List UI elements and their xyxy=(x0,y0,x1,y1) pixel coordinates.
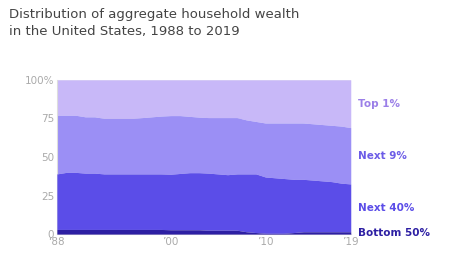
Text: Next 9%: Next 9% xyxy=(358,151,407,161)
Text: Bottom 50%: Bottom 50% xyxy=(358,228,430,238)
Text: Distribution of aggregate household wealth
in the United States, 1988 to 2019: Distribution of aggregate household weal… xyxy=(9,8,300,38)
Text: Top 1%: Top 1% xyxy=(358,99,400,109)
Text: Next 40%: Next 40% xyxy=(358,203,414,213)
